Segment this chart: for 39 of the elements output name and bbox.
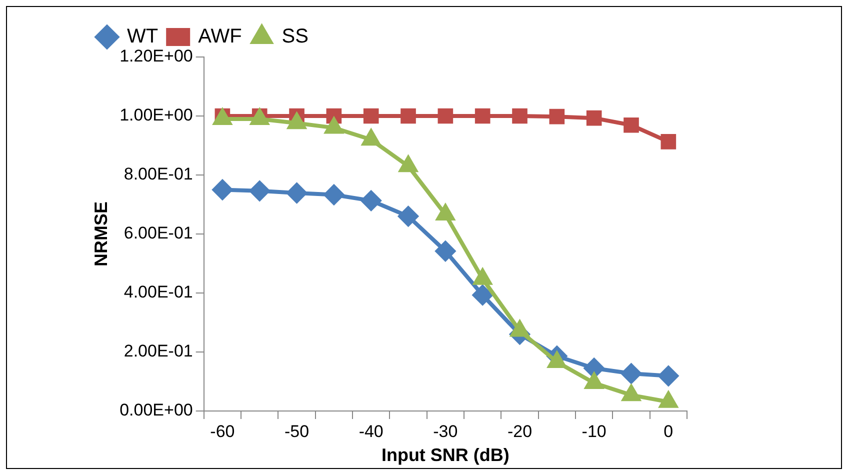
x-tick-label: -60: [210, 422, 235, 441]
point: [660, 134, 676, 150]
y-tick-label: 1.00E+00: [120, 106, 193, 125]
point: [438, 108, 454, 124]
x-axis-title: Input SNR (dB): [381, 445, 510, 466]
legend-label: SS: [282, 26, 308, 48]
point: [586, 110, 602, 126]
point: [549, 108, 565, 124]
y-tick-label: 8.00E-01: [124, 164, 193, 184]
y-axis-title: NRMSE: [90, 201, 111, 267]
x-tick-label: 0: [664, 422, 674, 441]
x-tick-label: -40: [358, 422, 384, 441]
point: [584, 358, 604, 378]
point: [250, 180, 270, 201]
point: [472, 285, 493, 306]
y-tick-label: 4.00E-01: [124, 282, 193, 302]
point: [658, 366, 678, 386]
point: [212, 180, 232, 200]
y-tick-label: 1.20E+00: [120, 46, 193, 66]
y-tick-label: 6.00E-01: [124, 224, 193, 243]
point: [474, 108, 490, 124]
point: [363, 108, 379, 124]
legend-label: AWF: [198, 26, 242, 48]
point: [286, 182, 307, 203]
point: [361, 190, 382, 211]
point: [512, 108, 528, 124]
y-tick-label: 0.00E+00: [120, 400, 193, 420]
point: [398, 206, 418, 226]
point: [435, 241, 456, 262]
x-tick-label: -20: [507, 422, 532, 441]
point: [621, 364, 642, 384]
point: [400, 108, 416, 124]
x-tick-label: -30: [433, 422, 458, 441]
point: [324, 184, 344, 205]
x-tick-label: -10: [582, 422, 606, 441]
point: [624, 117, 639, 133]
legend-label: WT: [127, 26, 158, 48]
x-tick-label: -50: [284, 422, 310, 441]
y-tick-label: 2.00E-01: [124, 342, 193, 361]
